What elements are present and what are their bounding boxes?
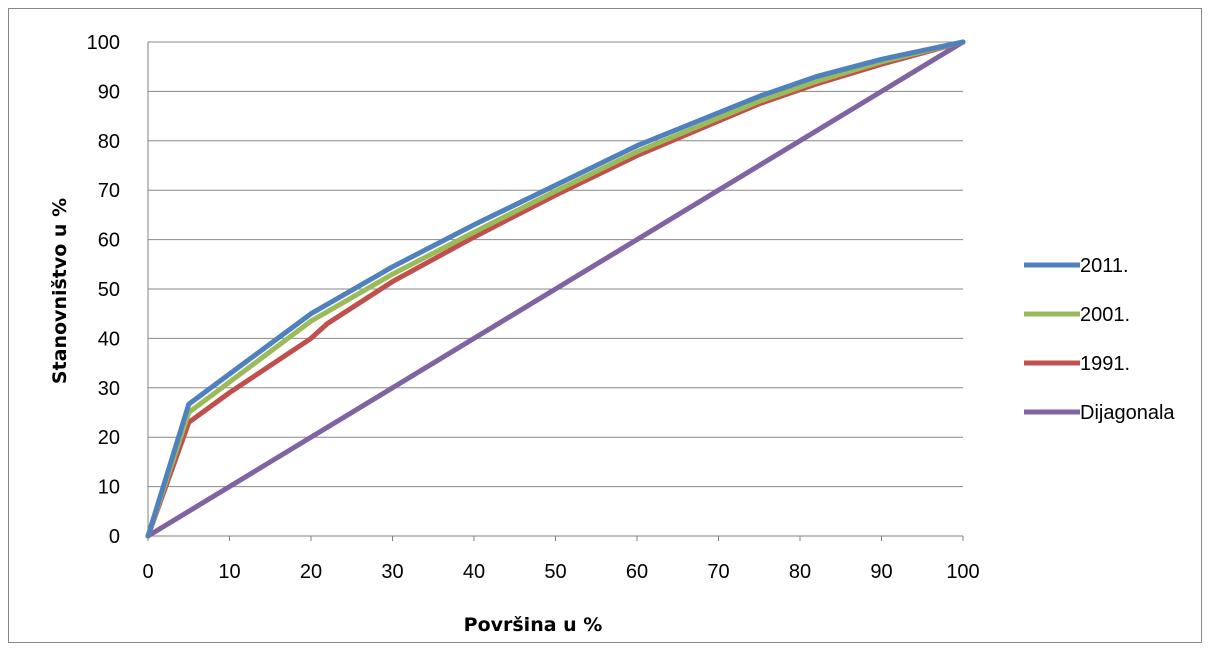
y-axis-ticks: 0 10 20 30 40 50 60 70 80 90 100 xyxy=(87,32,120,548)
x-tick-label: 0 xyxy=(142,561,153,583)
legend-label-2001: 2001. xyxy=(1080,304,1130,326)
y-tick-label: 80 xyxy=(98,131,120,153)
x-tick-label: 60 xyxy=(626,561,648,583)
legend-label-2011: 2011. xyxy=(1080,255,1129,277)
y-tick-label: 60 xyxy=(98,230,120,252)
x-tick-label: 30 xyxy=(381,561,403,583)
series-line-2011 xyxy=(145,39,966,539)
chart-frame xyxy=(8,8,1202,643)
x-tick-label: 10 xyxy=(218,561,240,583)
x-tick-label: 100 xyxy=(946,561,979,583)
x-tick-label: 80 xyxy=(789,561,811,583)
legend-label-dijagonala: Dijagonala xyxy=(1080,402,1175,424)
legend: 2011. 2001. 1991. Dijagonala xyxy=(1024,255,1175,424)
series-line-dijagonala xyxy=(145,39,966,539)
x-axis-ticks: 0 10 20 30 40 50 60 70 80 90 100 xyxy=(142,536,980,583)
y-axis-title: Stanovništvo u % xyxy=(49,198,71,384)
x-tick-label: 20 xyxy=(300,561,322,583)
y-tick-label: 20 xyxy=(98,427,120,449)
y-tick-label: 70 xyxy=(98,180,120,202)
x-axis-title: Površina u % xyxy=(464,614,603,636)
x-tick-label: 90 xyxy=(870,561,892,583)
y-tick-label: 100 xyxy=(87,32,120,54)
series-line-2001 xyxy=(145,39,966,539)
x-tick-label: 40 xyxy=(463,561,485,583)
y-tick-label: 0 xyxy=(109,526,120,548)
y-tick-label: 40 xyxy=(98,328,120,350)
y-tick-label: 90 xyxy=(98,81,120,103)
y-tick-label: 50 xyxy=(98,279,120,301)
legend-label-1991: 1991. xyxy=(1080,353,1130,375)
y-tick-label: 10 xyxy=(98,477,120,499)
x-tick-label: 50 xyxy=(544,561,566,583)
y-tick-label: 30 xyxy=(98,378,120,400)
series-lines xyxy=(145,39,966,539)
x-tick-label: 70 xyxy=(707,561,729,583)
